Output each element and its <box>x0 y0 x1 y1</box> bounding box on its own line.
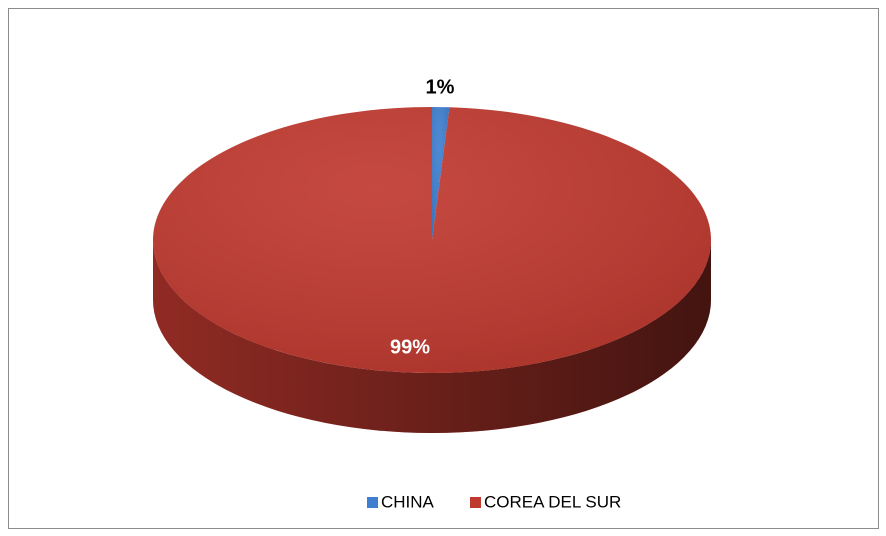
pie-side-shade <box>153 240 711 433</box>
data-label: 1% <box>426 76 455 98</box>
data-label: 99% <box>390 336 430 358</box>
pie-slice-shade <box>432 107 450 240</box>
legend-label: COREA DEL SUR <box>484 492 621 511</box>
legend-swatch <box>367 497 378 508</box>
pie-slice-shade <box>152 107 711 374</box>
legend-label: CHINA <box>381 492 435 511</box>
legend-swatch <box>470 497 481 508</box>
